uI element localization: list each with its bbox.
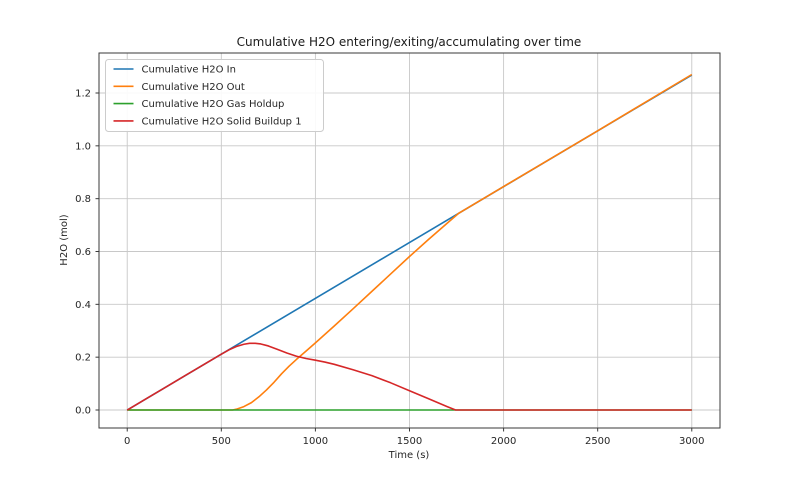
grid-lines — [99, 53, 720, 428]
chart-title: Cumulative H2O entering/exiting/accumula… — [237, 35, 582, 49]
y-tick-label: 0.8 — [75, 194, 91, 205]
legend-label: Cumulative H2O In — [142, 65, 236, 76]
y-tick-label: 0.6 — [75, 247, 91, 258]
x-tick-label: 2500 — [585, 436, 610, 447]
data-series — [126, 73, 693, 411]
x-axis-label: Time (s) — [388, 450, 430, 461]
legend: Cumulative H2O In Cumulative H2O Out Cumul… — [105, 59, 324, 132]
axis-ticks — [95, 92, 693, 432]
y-tick-label: 1.0 — [75, 141, 91, 152]
legend-label: Cumulative H2O Gas Holdup — [142, 99, 285, 110]
legend-label: Cumulative H2O Solid Buildup 1 — [142, 116, 302, 127]
x-tick-label: 0 — [124, 436, 130, 447]
series-line — [126, 342, 692, 411]
y-tick-label: 0.0 — [75, 406, 91, 417]
legend-label: Cumulative H2O Out — [142, 82, 245, 93]
y-axis-label: H2O (mol) — [59, 214, 70, 265]
x-tick-label: 1500 — [397, 436, 422, 447]
series-line — [127, 73, 693, 411]
y-tick-label: 0.2 — [75, 353, 91, 364]
tick-labels: 0 500 1000 1500 2000 2500 3000 0.0 0.2 0.4 0.6 0.8 1… — [75, 88, 704, 447]
y-tick-label: 1.2 — [75, 88, 91, 99]
x-tick-label: 2000 — [491, 436, 516, 447]
legend-box — [105, 59, 324, 132]
x-tick-label: 3000 — [679, 436, 704, 447]
y-tick-label: 0.4 — [75, 300, 91, 311]
x-tick-label: 1000 — [303, 436, 328, 447]
x-tick-label: 500 — [212, 436, 231, 447]
